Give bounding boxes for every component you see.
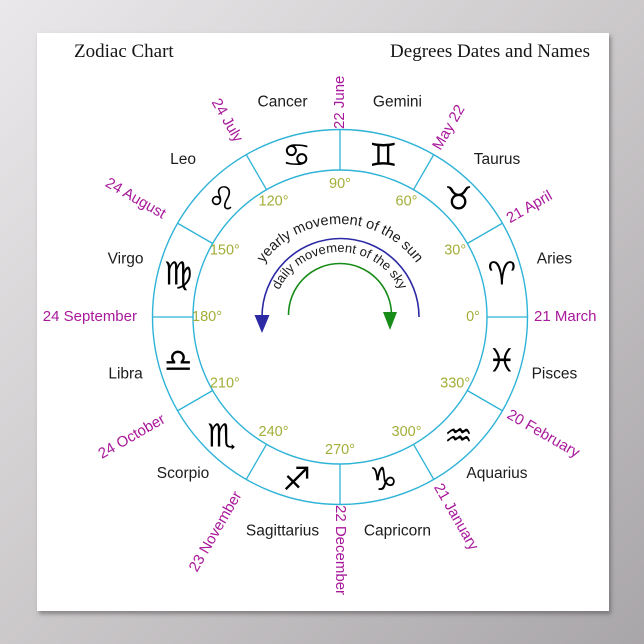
zodiac-symbol-cancer-icon: ♋ (282, 136, 311, 174)
degree-label-90: 90° (329, 176, 351, 192)
daily-movement-label: daily movement of the sky (268, 240, 410, 292)
cusp-line-300 (412, 443, 435, 480)
sign-name-capricorn: Capricorn (364, 523, 431, 540)
cusp-line-120 (245, 154, 268, 191)
zodiac-symbol-leo-icon: ♌ (207, 180, 236, 218)
poster-title: Zodiac Chart (74, 41, 174, 62)
sign-name-aries: Aries (537, 251, 573, 268)
cusp-line-150 (177, 222, 214, 245)
cusp-date-capricorn: 22 December (332, 505, 349, 595)
zodiac-poster: Zodiac Chart Degrees Dates and Names (37, 33, 609, 611)
yearly-arrow-icon (254, 315, 270, 333)
cusp-date-aquarius: 21 January (430, 480, 482, 553)
cusp-line-330 (466, 389, 503, 412)
sign-name-cancer: Cancer (258, 94, 308, 111)
degree-label-240: 240° (259, 424, 289, 440)
cusp-date-libra: 24 September (43, 308, 137, 325)
cusp-date-pisces: 20 February (504, 406, 583, 461)
zodiac-symbol-aries-icon: ♈ (487, 255, 516, 293)
zodiac-symbol-scorpio-icon: ♏ (207, 416, 236, 454)
daily-arrow-icon (383, 312, 397, 330)
sign-name-taurus: Taurus (474, 151, 521, 168)
cusp-date-aries: 21 March (534, 308, 597, 325)
cusp-date-sagittarius: 23 November (186, 488, 246, 574)
cusp-date-taurus: 21 April (503, 187, 555, 227)
daily-movement-arc (287, 262, 393, 316)
degree-label-30: 30° (444, 242, 466, 258)
sign-name-libra: Libra (108, 366, 143, 383)
yearly-movement-arc (261, 237, 420, 318)
zodiac-symbol-pisces-icon: ♓ (487, 341, 516, 379)
cusp-line-30 (466, 222, 503, 245)
sign-name-gemini: Gemini (373, 94, 422, 111)
cusp-date-cancer: 22 June (331, 76, 348, 129)
cusp-date-gemini: May 22 (429, 102, 468, 153)
degree-label-120: 120° (259, 194, 289, 210)
degree-label-180: 180° (192, 309, 222, 325)
sign-name-sagittarius: Sagittarius (246, 523, 319, 540)
sign-name-pisces: Pisces (532, 366, 578, 383)
degree-label-210: 210° (210, 375, 240, 391)
svg-text:daily movement of the sky: daily movement of the sky (268, 240, 410, 292)
cusp-date-scorpio: 24 October (95, 411, 168, 463)
sign-name-leo: Leo (170, 151, 196, 168)
degree-label-60: 60° (396, 194, 418, 210)
sign-name-virgo: Virgo (108, 251, 144, 268)
zodiac-symbol-aquarius-icon: ♒ (444, 416, 473, 454)
zodiac-symbol-taurus-icon: ♉ (444, 180, 473, 218)
cusp-line-60 (412, 154, 435, 191)
degree-label-0: 0° (466, 309, 480, 325)
zodiac-symbol-capricorn-icon: ♑ (369, 460, 398, 498)
zodiac-symbol-virgo-icon: ♍ (164, 255, 193, 293)
cusp-date-leo: 24 July (208, 96, 247, 146)
sign-name-aquarius: Aquarius (466, 465, 527, 482)
degree-label-270: 270° (325, 442, 355, 458)
degree-label-330: 330° (440, 375, 470, 391)
poster-subtitle: Degrees Dates and Names (390, 41, 590, 62)
cusp-line-240 (245, 443, 268, 480)
zodiac-symbol-libra-icon: ♎ (164, 341, 193, 379)
cusp-line-210 (177, 389, 214, 412)
zodiac-symbol-sagittarius-icon: ♐ (282, 460, 311, 498)
degree-label-150: 150° (210, 242, 240, 258)
zodiac-symbol-gemini-icon: ♊ (369, 136, 398, 174)
zodiac-ring: 0° ♈ Aries 21 March 30° ♉Taurus 21 April 60° ♊ Ge… (43, 76, 597, 595)
sign-name-scorpio: Scorpio (157, 465, 210, 482)
degree-label-300: 300° (392, 424, 422, 440)
cusp-date-virgo: 24 August (102, 174, 169, 223)
